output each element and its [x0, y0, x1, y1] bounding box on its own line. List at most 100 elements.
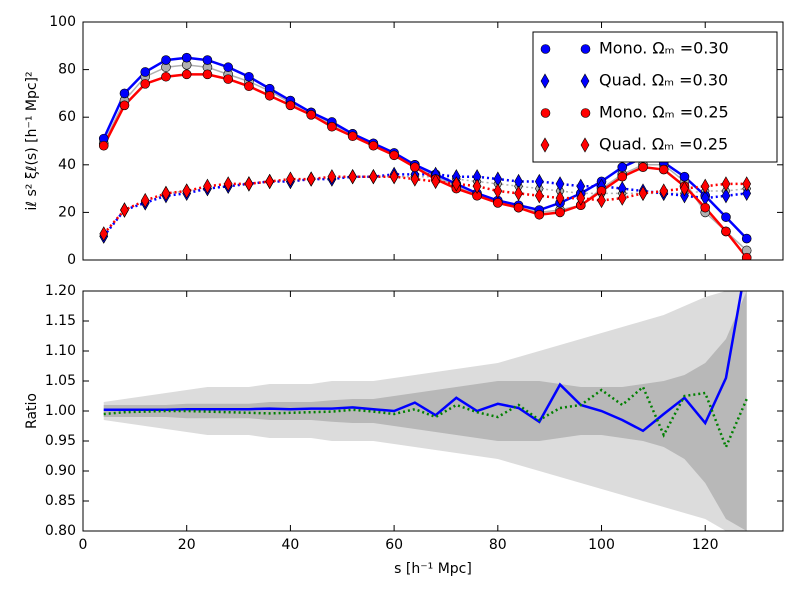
- point: [742, 176, 752, 192]
- point: [140, 67, 151, 77]
- point: [327, 121, 337, 132]
- point: [493, 183, 503, 199]
- x-tick-label: 60: [385, 537, 403, 553]
- point: [638, 162, 648, 172]
- point: [389, 150, 399, 161]
- legend-label: Quad. Ωₘ =0.30: [599, 71, 728, 90]
- point: [741, 233, 752, 244]
- y-tick-label: 100: [49, 14, 76, 30]
- plot-area: [98, 52, 752, 260]
- y-tick-label: 80: [58, 62, 76, 78]
- point: [451, 176, 461, 192]
- point: [513, 202, 524, 213]
- point: [161, 55, 171, 65]
- point: [597, 192, 606, 209]
- point: [493, 198, 503, 208]
- y-tick-label: 0.95: [45, 433, 76, 449]
- point: [119, 100, 130, 111]
- series-line: [102, 175, 747, 235]
- y-tick-label: 40: [58, 157, 76, 173]
- point: [514, 185, 523, 201]
- point: [223, 74, 233, 84]
- band: [103, 291, 747, 531]
- y-axis-label: iℓ s² ξℓ(s) [h⁻¹ Mpc]²: [24, 71, 40, 210]
- point: [742, 185, 752, 201]
- y-tick-label: 0.85: [45, 493, 76, 509]
- point: [161, 71, 171, 82]
- legend-label: Mono. Ωₘ =0.30: [599, 39, 729, 58]
- point: [223, 62, 233, 73]
- point: [555, 190, 565, 206]
- point: [369, 169, 378, 185]
- point: [410, 171, 420, 187]
- point: [244, 176, 254, 192]
- point: [203, 178, 212, 194]
- series-line: [102, 173, 747, 237]
- series-line: [103, 175, 747, 237]
- point: [576, 190, 586, 206]
- y-tick-label: 1.20: [45, 283, 76, 299]
- x-tick-label: 80: [489, 537, 507, 553]
- point: [555, 207, 565, 218]
- point: [285, 100, 296, 111]
- point: [182, 183, 192, 199]
- point: [679, 171, 690, 182]
- legend-marker: [540, 44, 591, 54]
- axes-frame: [82, 21, 784, 261]
- point: [99, 226, 109, 242]
- point: [658, 164, 669, 175]
- x-axis-label: s [h⁻¹ Mpc]: [394, 561, 472, 577]
- point: [700, 202, 711, 213]
- point: [202, 69, 213, 80]
- point: [368, 140, 379, 151]
- point: [306, 110, 316, 120]
- y-axis-label: Ratio: [24, 393, 40, 429]
- y-tick-label: 0: [67, 252, 76, 268]
- y-tick-label: 60: [58, 109, 76, 125]
- point: [264, 90, 275, 101]
- legend-marker: [540, 73, 590, 89]
- x-tick-label: 120: [692, 537, 719, 553]
- point: [617, 162, 628, 172]
- point: [680, 180, 689, 197]
- point: [161, 185, 171, 201]
- point: [120, 202, 129, 218]
- y-tick-label: 1.00: [45, 403, 76, 419]
- point: [472, 178, 482, 194]
- legend-box: [532, 31, 778, 163]
- point: [721, 226, 731, 237]
- legend-marker: [540, 108, 591, 118]
- point: [306, 171, 316, 187]
- x-tick-label: 20: [178, 537, 196, 553]
- point: [617, 171, 628, 182]
- point: [348, 169, 357, 185]
- y-tick-label: 0.80: [45, 523, 76, 539]
- point: [140, 79, 151, 89]
- legend-label: Mono. Ωₘ =0.25: [599, 103, 729, 122]
- point: [286, 171, 295, 187]
- point: [534, 188, 544, 204]
- point: [223, 176, 233, 192]
- point: [659, 183, 669, 199]
- point: [617, 190, 627, 206]
- point: [700, 178, 710, 194]
- x-tick-label: 40: [281, 537, 299, 553]
- y-tick-label: 1.05: [45, 373, 76, 389]
- point: [721, 176, 731, 192]
- point: [721, 188, 731, 204]
- point: [181, 52, 192, 63]
- point: [244, 71, 254, 82]
- point: [534, 209, 545, 220]
- series-line: [103, 384, 748, 451]
- x-tick-label: 100: [588, 537, 615, 553]
- point: [347, 131, 358, 142]
- point: [98, 140, 109, 151]
- point: [202, 55, 213, 65]
- point: [431, 173, 440, 190]
- legend-marker: [540, 137, 590, 153]
- series-line: [103, 291, 743, 433]
- point: [389, 169, 399, 185]
- point: [244, 81, 254, 92]
- y-tick-label: 0.90: [45, 463, 76, 479]
